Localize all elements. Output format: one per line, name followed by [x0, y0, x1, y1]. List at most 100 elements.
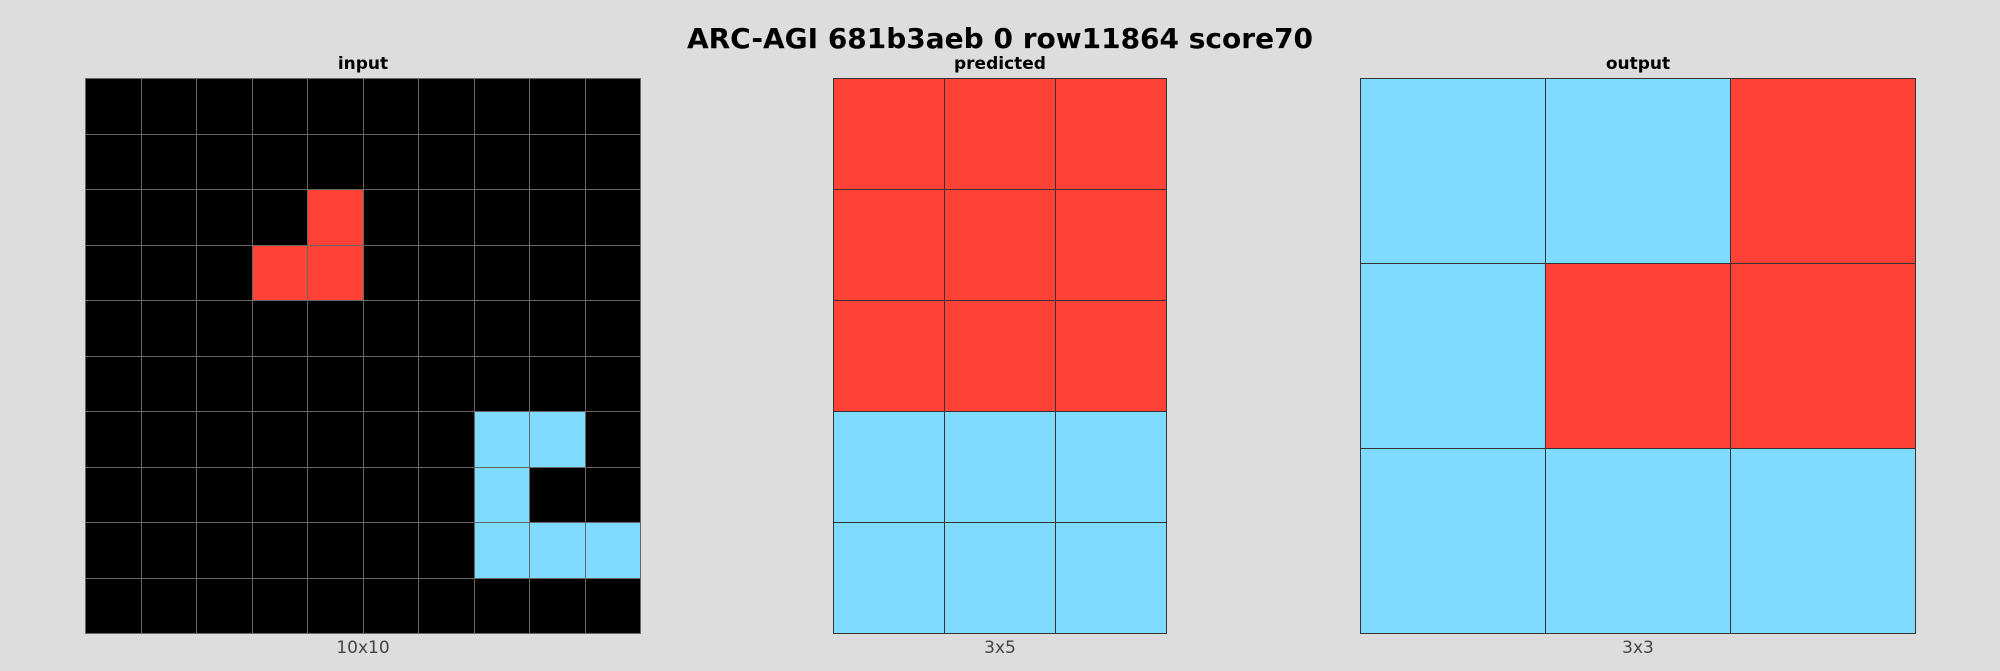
input-cell	[419, 190, 474, 245]
output-panel-title: output	[1605, 54, 1671, 74]
input-cell	[308, 134, 363, 189]
input-size-label: 10x10	[336, 638, 390, 658]
input-panel-title: input	[337, 54, 389, 74]
input-cell	[252, 134, 307, 189]
input-grid	[85, 78, 641, 634]
input-cell	[252, 190, 307, 245]
input-cell	[530, 301, 585, 356]
input-cell	[197, 301, 252, 356]
input-cell	[86, 467, 141, 522]
input-cell	[363, 356, 418, 411]
input-cell	[419, 412, 474, 467]
input-cell	[474, 79, 529, 134]
input-cell	[197, 190, 252, 245]
input-cell	[474, 467, 529, 522]
input-cell	[86, 578, 141, 633]
input-cell	[252, 523, 307, 578]
input-cell	[585, 578, 640, 633]
predicted-cell	[834, 190, 944, 300]
predicted-cell	[834, 301, 944, 411]
input-cell	[474, 523, 529, 578]
input-cell	[363, 134, 418, 189]
output-cell	[1546, 79, 1730, 263]
input-cell	[252, 467, 307, 522]
input-cell	[585, 79, 640, 134]
output-cell	[1361, 79, 1545, 263]
output-grid	[1360, 78, 1916, 634]
output-size-label: 3x3	[1622, 638, 1654, 658]
input-cell	[474, 578, 529, 633]
input-cell	[530, 245, 585, 300]
input-cell	[308, 301, 363, 356]
input-cell	[363, 190, 418, 245]
input-cell	[419, 301, 474, 356]
input-cell	[252, 79, 307, 134]
predicted-cell	[945, 412, 1055, 522]
input-cell	[308, 467, 363, 522]
input-cell	[585, 301, 640, 356]
input-cell	[530, 356, 585, 411]
input-cell	[141, 134, 196, 189]
input-cell	[308, 412, 363, 467]
input-cell	[474, 356, 529, 411]
input-cell	[530, 79, 585, 134]
predicted-cell	[1056, 301, 1166, 411]
output-cell	[1361, 264, 1545, 448]
input-cell	[585, 412, 640, 467]
input-cell	[252, 578, 307, 633]
input-cell	[141, 578, 196, 633]
input-cell	[530, 578, 585, 633]
input-cell	[197, 523, 252, 578]
input-cell	[141, 523, 196, 578]
input-cell	[419, 134, 474, 189]
input-cell	[86, 79, 141, 134]
input-cell	[308, 523, 363, 578]
input-cell	[585, 134, 640, 189]
input-cell	[363, 412, 418, 467]
input-cell	[419, 356, 474, 411]
predicted-cell	[834, 79, 944, 189]
input-cell	[363, 79, 418, 134]
output-cell	[1546, 264, 1730, 448]
input-cell	[585, 523, 640, 578]
predicted-cell	[834, 523, 944, 633]
input-cell	[308, 79, 363, 134]
output-cell	[1361, 449, 1545, 633]
predicted-cell	[945, 301, 1055, 411]
input-cell	[419, 245, 474, 300]
input-cell	[363, 523, 418, 578]
input-cell	[86, 190, 141, 245]
input-cell	[86, 356, 141, 411]
input-cell	[474, 245, 529, 300]
input-cell	[363, 578, 418, 633]
predicted-size-label: 3x5	[984, 638, 1016, 658]
input-cell	[141, 467, 196, 522]
input-cell	[363, 301, 418, 356]
input-cell	[308, 245, 363, 300]
predicted-cell	[1056, 412, 1166, 522]
input-cell	[197, 412, 252, 467]
predicted-cell	[1056, 79, 1166, 189]
input-cell	[474, 190, 529, 245]
input-cell	[308, 190, 363, 245]
output-cell	[1546, 449, 1730, 633]
input-cell	[86, 301, 141, 356]
input-cell	[585, 467, 640, 522]
input-cell	[419, 523, 474, 578]
input-cell	[197, 578, 252, 633]
predicted-cell	[1056, 190, 1166, 300]
predicted-cell	[1056, 523, 1166, 633]
input-cell	[252, 301, 307, 356]
input-cell	[363, 245, 418, 300]
input-cell	[197, 467, 252, 522]
input-cell	[86, 134, 141, 189]
input-cell	[474, 412, 529, 467]
predicted-cell	[945, 523, 1055, 633]
output-cell	[1731, 79, 1915, 263]
input-cell	[530, 190, 585, 245]
predicted-cell	[945, 190, 1055, 300]
input-cell	[141, 412, 196, 467]
input-cell	[86, 523, 141, 578]
input-cell	[197, 245, 252, 300]
input-cell	[474, 134, 529, 189]
